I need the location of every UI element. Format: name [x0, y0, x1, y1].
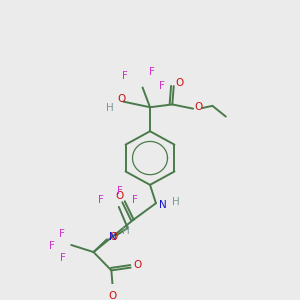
Text: F: F: [59, 229, 65, 239]
Text: H: H: [106, 103, 114, 113]
Text: F: F: [117, 186, 123, 197]
Text: O: O: [109, 291, 117, 300]
Text: F: F: [148, 67, 154, 77]
Text: F: F: [159, 81, 165, 91]
Text: O: O: [109, 232, 118, 242]
Text: F: F: [132, 195, 138, 205]
Text: O: O: [194, 102, 202, 112]
Text: O: O: [176, 78, 184, 88]
Text: F: F: [60, 253, 66, 263]
Text: H: H: [122, 226, 130, 236]
Text: O: O: [115, 190, 124, 201]
Text: F: F: [49, 242, 55, 251]
Text: N: N: [160, 200, 167, 210]
Text: H: H: [172, 197, 180, 207]
Text: F: F: [122, 71, 128, 81]
Text: O: O: [118, 94, 126, 104]
Text: F: F: [98, 195, 104, 205]
Text: N: N: [109, 232, 117, 242]
Text: O: O: [133, 260, 141, 270]
